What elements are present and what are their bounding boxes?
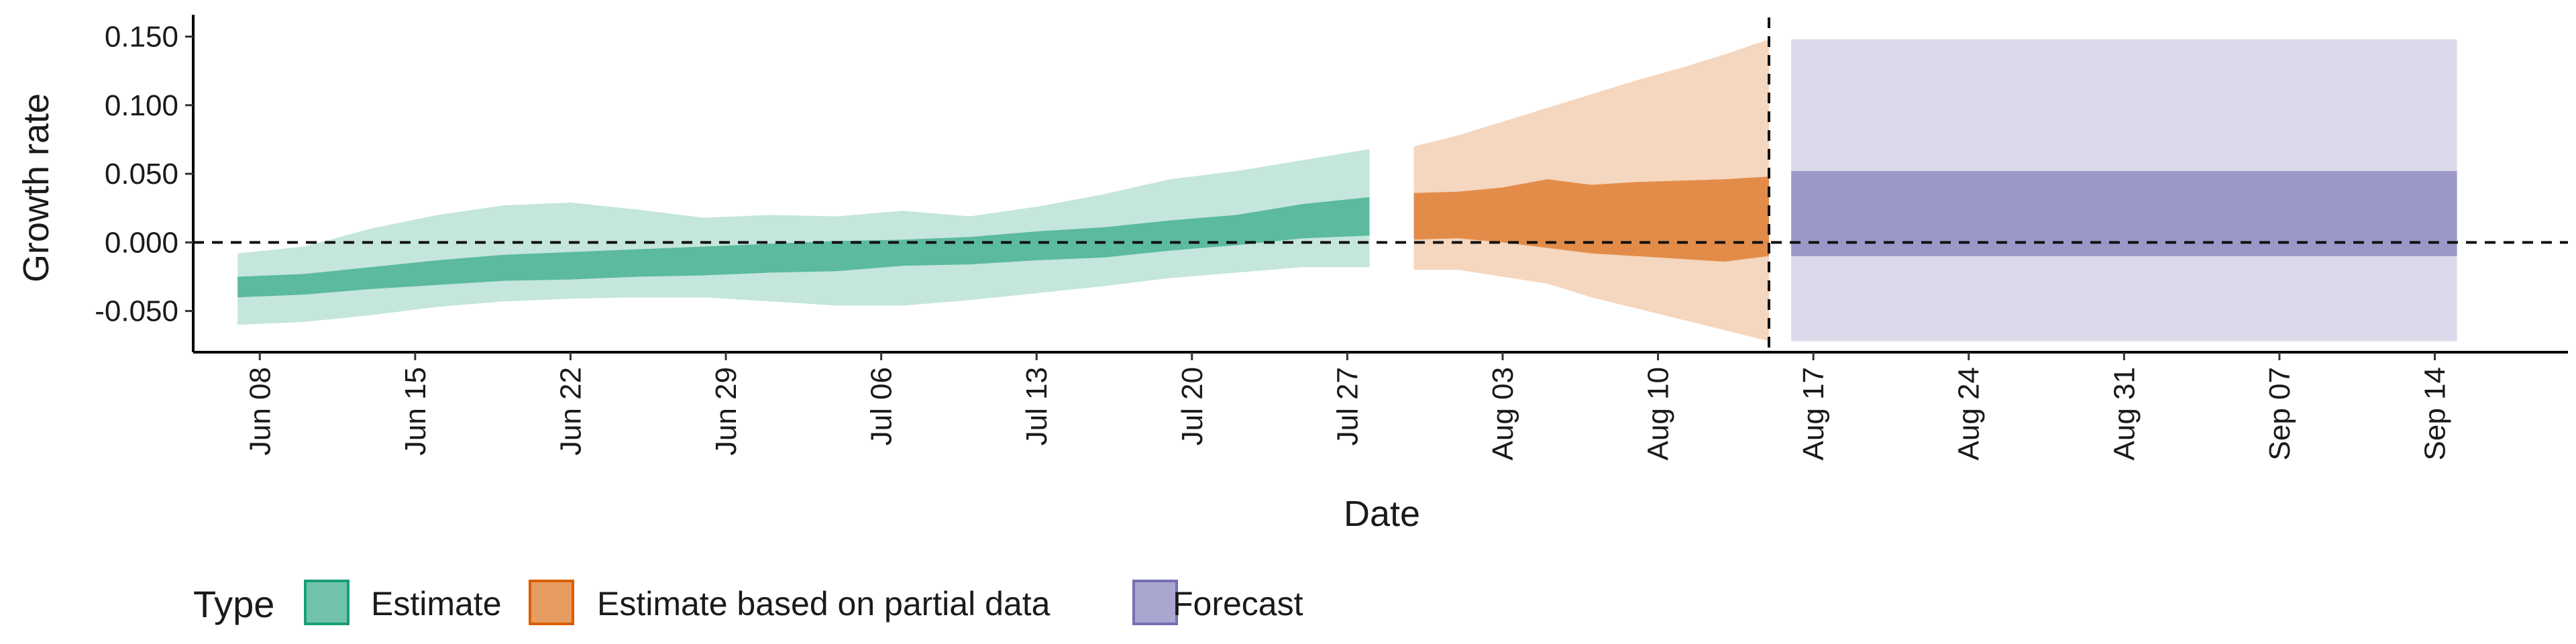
- x-tick-label: Jul 06: [865, 367, 898, 445]
- y-tick-label: 0.100: [105, 89, 178, 122]
- legend: Type Estimate Estimate based on partial d…: [193, 580, 1303, 625]
- series-3-inner-band: [1791, 171, 2457, 256]
- x-tick-label: Sep 14: [2418, 367, 2451, 460]
- x-tick-label: Aug 03: [1487, 367, 1519, 460]
- series-1-outer-band: [237, 149, 1370, 325]
- series-1-inner-band: [237, 197, 1370, 298]
- x-tick-label: Jun 22: [554, 367, 587, 455]
- x-tick-label: Aug 24: [1953, 367, 1986, 460]
- x-tick-label: Jul 20: [1176, 367, 1209, 445]
- y-tick-label: -0.050: [95, 295, 178, 328]
- y-tick-label: 0.150: [105, 21, 178, 54]
- legend-key-3: [1132, 580, 1178, 625]
- y-tick-label: 0.050: [105, 158, 178, 191]
- legend-label-3: Forecast: [1173, 585, 1303, 623]
- x-tick-label: Jun 29: [710, 367, 743, 455]
- x-tick-label: Jun 15: [399, 367, 432, 455]
- legend-title: Type: [193, 583, 274, 625]
- axes: -0.050 0.000 0.050 0.100 0.150 Jun 08 Jun 15 Ju…: [95, 15, 2568, 460]
- x-tick-label: Jun 08: [244, 367, 276, 455]
- x-tick-label: Jul 13: [1020, 367, 1053, 445]
- series-2-inner-band: [1413, 176, 1769, 262]
- y-tick-label: 0.000: [105, 226, 178, 259]
- y-axis-title: Growth rate: [16, 93, 56, 282]
- x-tick-label: Aug 31: [2108, 367, 2141, 460]
- uncertainty-bands: [237, 39, 2457, 341]
- x-axis-title: Date: [1344, 494, 1420, 534]
- x-tick-label: Sep 07: [2263, 367, 2296, 460]
- legend-key-1: [304, 580, 350, 625]
- x-tick-label: Aug 17: [1797, 367, 1830, 460]
- legend-label-2: Estimate based on partial data: [597, 585, 1051, 623]
- reference-lines: [193, 17, 2568, 352]
- legend-label-1: Estimate: [371, 585, 502, 623]
- x-tick-label: Aug 10: [1642, 367, 1675, 460]
- x-tick-label: Jul 27: [1331, 367, 1364, 445]
- legend-key-2: [529, 580, 574, 625]
